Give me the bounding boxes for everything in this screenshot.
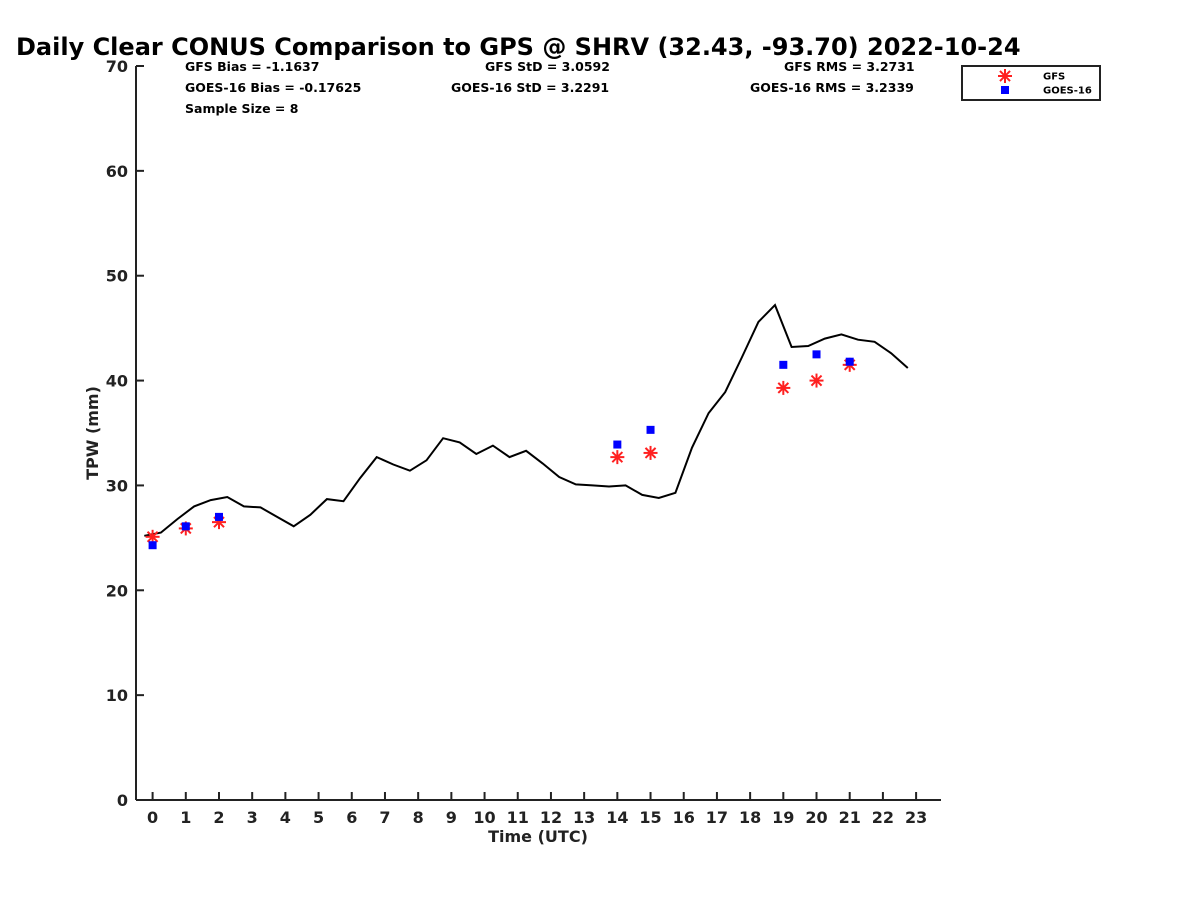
y-tick-label: 50 bbox=[106, 267, 128, 286]
x-tick-label: 1 bbox=[180, 808, 191, 827]
gfs-point bbox=[145, 529, 160, 544]
x-tick-label: 15 bbox=[639, 808, 661, 827]
x-tick-label: 10 bbox=[473, 808, 495, 827]
gfs-point bbox=[809, 373, 824, 388]
x-tick-label: 20 bbox=[805, 808, 827, 827]
asterisk-stroke bbox=[999, 70, 1011, 82]
y-tick-label: 60 bbox=[106, 162, 128, 181]
gps-line bbox=[144, 303, 909, 537]
legend-goes16-icon bbox=[1001, 86, 1009, 94]
gfs-std-text: GFS StD = 3.0592 bbox=[485, 59, 610, 74]
gfs-point bbox=[643, 445, 658, 460]
gfs-rms-text: GFS RMS = 3.2731 bbox=[784, 59, 915, 74]
y-tick-label: 0 bbox=[117, 791, 128, 810]
x-ticks: 0 1 2 3 4 5 6 7 8 9 10 11 12 13 14 15 16 17 18 19 20 21 22 23 bbox=[147, 792, 927, 827]
x-tick-label: 23 bbox=[905, 808, 927, 827]
y-axis-label: TPW (mm) bbox=[83, 386, 102, 480]
goes-bias-text: GOES-16 Bias = -0.17625 bbox=[185, 80, 361, 95]
x-tick-label: 0 bbox=[147, 808, 158, 827]
sample-size-text: Sample Size = 8 bbox=[185, 101, 298, 116]
x-tick-label: 16 bbox=[673, 808, 695, 827]
x-tick-label: 22 bbox=[872, 808, 894, 827]
goes16-point bbox=[646, 425, 655, 434]
legend-label: GOES-16 bbox=[1043, 86, 1092, 97]
goes16-point bbox=[812, 350, 821, 359]
y-tick-label: 30 bbox=[106, 476, 128, 495]
asterisk-stroke bbox=[644, 447, 657, 459]
x-tick-label: 3 bbox=[247, 808, 258, 827]
x-tick-label: 17 bbox=[706, 808, 728, 827]
chart-title: Daily Clear CONUS Comparison to GPS @ SH… bbox=[16, 33, 1021, 61]
stats-block: GFS Bias = -1.1637 GOES-16 Bias = -0.176… bbox=[185, 59, 915, 116]
x-tick-label: 11 bbox=[507, 808, 529, 827]
goes16-point bbox=[214, 512, 223, 521]
goes16-point bbox=[148, 541, 157, 550]
legend: GFS GOES-16 bbox=[961, 65, 1101, 101]
goes16-point bbox=[613, 440, 622, 449]
x-tick-label: 2 bbox=[213, 808, 224, 827]
gfs-point bbox=[776, 380, 791, 395]
axes bbox=[135, 66, 941, 801]
x-tick-label: 4 bbox=[280, 808, 291, 827]
y-tick-label: 70 bbox=[106, 57, 128, 76]
legend-label: GFS bbox=[1043, 72, 1065, 83]
x-tick-label: 21 bbox=[839, 808, 861, 827]
x-tick-label: 12 bbox=[540, 808, 562, 827]
asterisk-stroke bbox=[810, 374, 823, 387]
asterisk-stroke bbox=[777, 382, 790, 394]
x-axis-label: Time (UTC) bbox=[488, 827, 588, 846]
asterisk-stroke bbox=[611, 451, 624, 463]
gfs-point bbox=[610, 450, 625, 465]
goes16-point bbox=[181, 522, 190, 531]
goes-std-text: GOES-16 StD = 3.2291 bbox=[451, 80, 609, 95]
x-tick-label: 19 bbox=[772, 808, 794, 827]
x-tick-label: 6 bbox=[346, 808, 357, 827]
goes-rms-text: GOES-16 RMS = 3.2339 bbox=[750, 80, 914, 95]
x-tick-label: 13 bbox=[573, 808, 595, 827]
asterisk-stroke bbox=[146, 531, 159, 543]
gfs-bias-text: GFS Bias = -1.1637 bbox=[185, 59, 319, 74]
x-tick-label: 14 bbox=[606, 808, 628, 827]
legend-box bbox=[961, 65, 1101, 101]
y-tick-label: 20 bbox=[106, 581, 128, 600]
y-tick-label: 40 bbox=[106, 372, 128, 391]
y-tick-label: 10 bbox=[106, 686, 128, 705]
x-tick-label: 9 bbox=[446, 808, 457, 827]
goes16-point bbox=[845, 357, 854, 366]
y-ticks: 0 10 20 30 40 50 60 70 bbox=[106, 57, 144, 810]
legend-gfs-icon bbox=[998, 69, 1012, 83]
x-tick-label: 8 bbox=[413, 808, 424, 827]
goes16-point bbox=[779, 360, 788, 369]
plot-area bbox=[144, 303, 909, 550]
x-tick-label: 7 bbox=[379, 808, 390, 827]
x-tick-label: 18 bbox=[739, 808, 761, 827]
x-tick-label: 5 bbox=[313, 808, 324, 827]
